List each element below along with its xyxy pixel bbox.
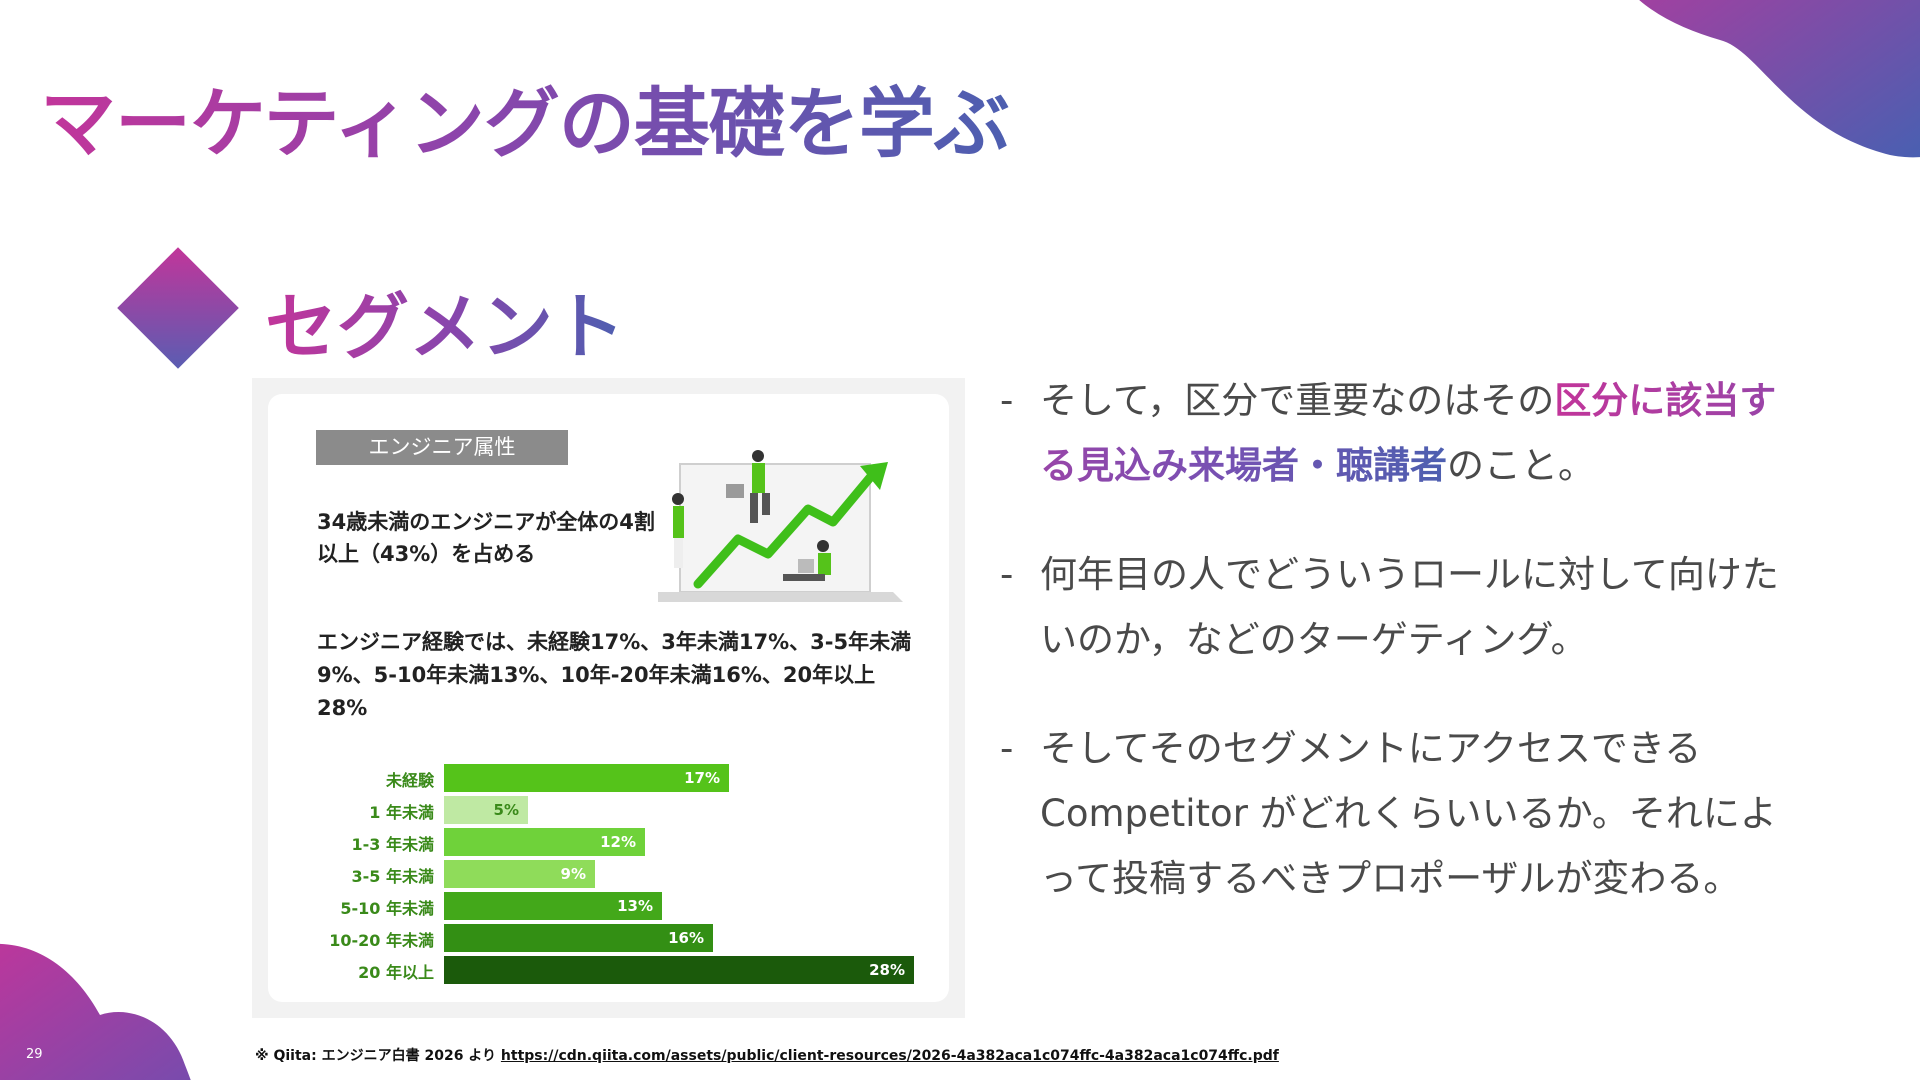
corner-decoration-top-right bbox=[1639, 0, 1920, 158]
bar-category-label: 10-20 年未満 bbox=[329, 931, 434, 950]
bar: 16% bbox=[444, 924, 713, 952]
bar-value-label: 5% bbox=[493, 801, 519, 819]
bar-value-label: 12% bbox=[600, 833, 636, 851]
footnote-source: ※ Qiita: エンジニア白書 2026 より bbox=[255, 1048, 497, 1064]
bar-value-label: 9% bbox=[560, 865, 586, 883]
bar-category-label: 20 年以上 bbox=[358, 963, 434, 982]
bar-row: 10-20 年未満 16% bbox=[268, 924, 949, 952]
bar-row: 3-5 年未満 9% bbox=[268, 860, 949, 888]
bar-category-label: 5-10 年未満 bbox=[340, 899, 434, 918]
bar-value-label: 13% bbox=[617, 897, 653, 915]
bar: 5% bbox=[444, 796, 528, 824]
bullet-text: そしてそのセグメントにアクセスできる Competitor がどれくらいいるか。… bbox=[1040, 727, 1777, 900]
figure-tag: エンジニア属性 bbox=[316, 430, 568, 465]
figure-heading-age: 34歳未満のエンジニアが全体の4割以上（43%）を占める bbox=[317, 510, 655, 566]
bullet-list: - そして，区分で重要なのはその区分に該当する見込み来場者・聴講者のこと。 - … bbox=[1000, 368, 1790, 911]
survey-card: エンジニア属性 34歳未満のエンジニアが全体の4割以上（43%）を占める エンジ… bbox=[268, 394, 949, 1002]
bar-value-label: 28% bbox=[869, 961, 905, 979]
bar-category-label: 未経験 bbox=[385, 771, 434, 790]
bar: 12% bbox=[444, 828, 645, 856]
bar: 28% bbox=[444, 956, 914, 984]
bar-row: 未経験 17% bbox=[268, 764, 949, 792]
slide-title: マーケティングの基礎を学ぶ bbox=[40, 62, 1010, 172]
bar-category-label: 1-3 年未満 bbox=[351, 835, 434, 854]
engineers-growth-chart-illustration bbox=[658, 450, 903, 602]
page-number: 29 bbox=[26, 1047, 43, 1062]
bullet-dash: - bbox=[1000, 553, 1014, 596]
section-title: セグメント bbox=[265, 268, 625, 373]
bullet-dash: - bbox=[1000, 379, 1014, 422]
footnote-link[interactable]: https://cdn.qiita.com/assets/public/clie… bbox=[500, 1048, 1279, 1064]
bar: 17% bbox=[444, 764, 729, 792]
bullet-dash: - bbox=[1000, 727, 1014, 770]
bar-value-label: 16% bbox=[668, 929, 704, 947]
bullet-item: - 何年目の人でどういうロールに対して向けたいのか，などのターゲティング。 bbox=[1000, 542, 1790, 672]
bar-category-label: 3-5 年未満 bbox=[351, 867, 434, 886]
figure-heading-experience: エンジニア経験では、未経験17%、3年未満17%、3-5年未満9%、5-10年未… bbox=[317, 630, 912, 720]
survey-figure: エンジニア属性 34歳未満のエンジニアが全体の4割以上（43%）を占める エンジ… bbox=[252, 378, 965, 1018]
bar: 9% bbox=[444, 860, 595, 888]
bar-value-label: 17% bbox=[684, 769, 720, 787]
footnote: ※ Qiita: エンジニア白書 2026 より https://cdn.qii… bbox=[255, 1045, 1279, 1065]
bar-row: 5-10 年未満 13% bbox=[268, 892, 949, 920]
bar-category-label: 1 年未満 bbox=[369, 803, 434, 822]
corner-decoration-bottom-left bbox=[0, 943, 191, 1080]
bar-row: 1-3 年未満 12% bbox=[268, 828, 949, 856]
bullet-text: 何年目の人でどういうロールに対して向けたいのか，などのターゲティング。 bbox=[1040, 553, 1779, 661]
bullet-text: そして，区分で重要なのはその bbox=[1040, 379, 1555, 422]
bullet-highlight: 区分に該当する見込み来場者・聴講者 bbox=[1040, 379, 1777, 487]
bar: 13% bbox=[444, 892, 662, 920]
bar-row: 20 年以上 28% bbox=[268, 956, 949, 984]
bullet-text-end: のこと。 bbox=[1447, 444, 1595, 487]
bullet-item: - そしてそのセグメントにアクセスできる Competitor がどれくらいいる… bbox=[1000, 716, 1790, 911]
section-diamond-icon bbox=[117, 247, 239, 369]
bar-row: 1 年未満 5% bbox=[268, 796, 949, 824]
bullet-item: - そして，区分で重要なのはその区分に該当する見込み来場者・聴講者のこと。 bbox=[1000, 368, 1790, 498]
